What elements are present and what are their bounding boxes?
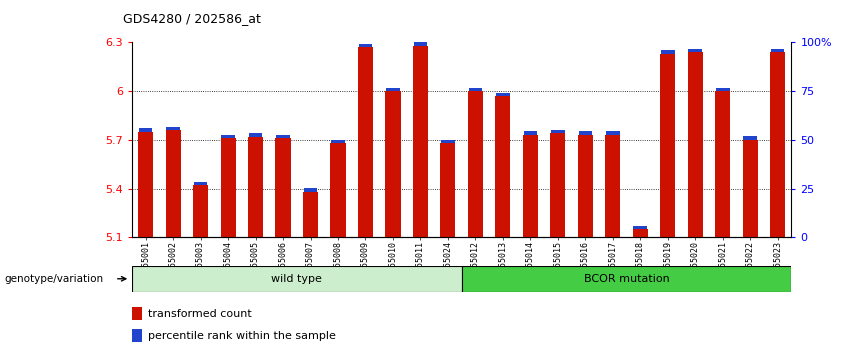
Bar	[304, 188, 317, 192]
Bar	[221, 135, 235, 138]
Bar	[688, 52, 703, 237]
Bar	[523, 135, 538, 237]
Bar	[715, 91, 730, 237]
Bar	[193, 185, 208, 237]
Bar	[468, 91, 483, 237]
Bar	[770, 52, 785, 237]
Bar	[358, 44, 372, 47]
Text: wild type: wild type	[271, 274, 323, 284]
Bar	[330, 143, 346, 237]
Bar	[414, 42, 427, 46]
Bar	[551, 130, 565, 133]
Bar	[716, 88, 729, 91]
Bar	[633, 229, 648, 237]
Bar	[166, 127, 180, 130]
Bar	[132, 330, 142, 342]
Bar	[132, 307, 142, 320]
Bar	[166, 130, 180, 237]
Bar	[688, 49, 702, 52]
Bar	[495, 96, 511, 237]
Text: genotype/variation: genotype/variation	[4, 274, 103, 284]
Bar	[606, 131, 620, 135]
Bar	[138, 132, 153, 237]
Bar	[248, 137, 263, 237]
Bar	[139, 128, 152, 132]
Bar	[303, 192, 318, 237]
Text: percentile rank within the sample: percentile rank within the sample	[148, 331, 335, 341]
Bar	[441, 139, 454, 143]
Bar	[523, 131, 537, 135]
Bar	[440, 143, 455, 237]
Bar	[633, 225, 647, 229]
Bar	[276, 138, 290, 237]
Bar	[551, 133, 565, 237]
Bar	[194, 182, 208, 185]
Bar	[744, 136, 757, 140]
Bar	[358, 47, 373, 237]
Bar	[579, 131, 592, 135]
Bar	[277, 135, 290, 138]
Bar	[660, 54, 676, 237]
Bar	[661, 50, 675, 54]
Bar	[743, 140, 757, 237]
Text: GDS4280 / 202586_at: GDS4280 / 202586_at	[123, 12, 261, 25]
Bar	[413, 46, 428, 237]
Bar	[386, 91, 401, 237]
Text: BCOR mutation: BCOR mutation	[584, 274, 670, 284]
Bar	[461, 266, 791, 292]
Bar	[220, 138, 236, 237]
Bar	[771, 49, 785, 52]
Bar	[496, 92, 510, 96]
Bar	[248, 133, 262, 137]
Bar	[386, 88, 400, 91]
Bar	[331, 139, 345, 143]
Bar	[132, 266, 461, 292]
Text: transformed count: transformed count	[148, 309, 252, 319]
Bar	[469, 88, 483, 91]
Bar	[578, 135, 593, 237]
Bar	[605, 135, 620, 237]
